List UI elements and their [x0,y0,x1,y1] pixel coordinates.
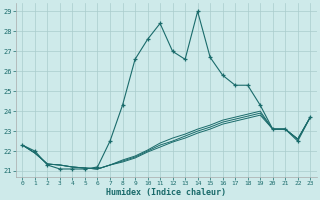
X-axis label: Humidex (Indice chaleur): Humidex (Indice chaleur) [106,188,226,197]
